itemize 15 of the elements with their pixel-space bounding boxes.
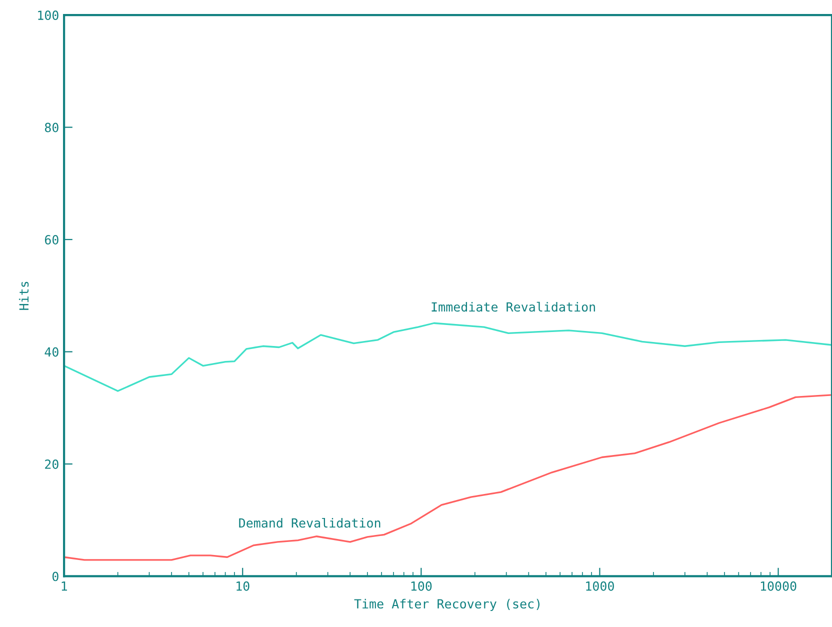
x-tick-label: 100 — [411, 581, 432, 591]
y-tick-label: 100 — [38, 10, 58, 20]
y-tick-label: 0 — [52, 572, 58, 582]
y-tick-label: 60 — [44, 235, 58, 244]
y-axis-title: Hits — [18, 282, 29, 310]
x-tick-label: 1000 — [586, 581, 614, 591]
series-label: Immediate Revalidation — [432, 302, 595, 312]
x-tick-label: 10000 — [760, 581, 796, 591]
y-tick-label: 20 — [45, 459, 58, 469]
y-tick-label: 80 — [44, 122, 58, 132]
x-axis-title: Time After Recovery (sec) — [354, 598, 540, 611]
y-tick-label: 40 — [44, 347, 58, 357]
x-tick-label: 10 — [236, 581, 250, 591]
series-label: Demand Revalidation — [239, 518, 380, 528]
x-tick-label: 1 — [62, 582, 67, 591]
